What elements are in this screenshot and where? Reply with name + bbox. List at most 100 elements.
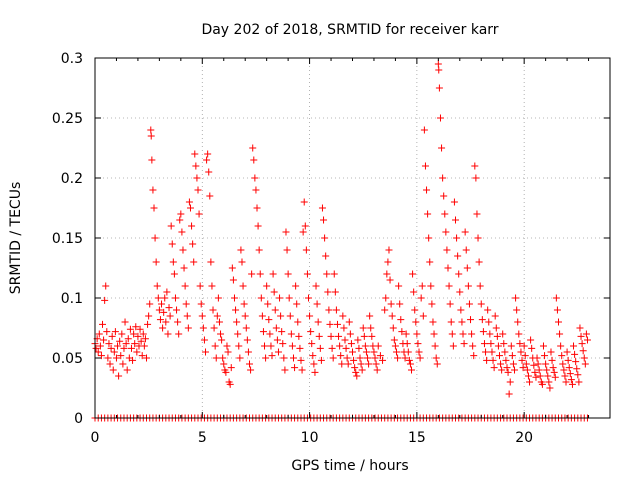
data-point [477, 300, 485, 308]
data-point [249, 144, 257, 152]
data-point [385, 246, 393, 254]
data-point [234, 330, 242, 338]
data-point [371, 354, 379, 362]
data-point [468, 330, 476, 338]
data-point [281, 366, 289, 374]
plot-frame [94, 57, 611, 419]
data-point [410, 288, 418, 296]
data-point [553, 306, 561, 314]
data-point [372, 360, 380, 368]
data-point [305, 294, 313, 302]
data-point [132, 323, 140, 331]
data-point [550, 368, 558, 376]
data-point [118, 330, 126, 338]
data-point [288, 342, 296, 350]
data-point [493, 332, 501, 340]
data-point [342, 344, 350, 352]
data-point [406, 360, 414, 368]
data-point [408, 366, 416, 374]
data-point [345, 318, 353, 326]
data-point [579, 347, 587, 355]
data-point [235, 342, 243, 350]
data-point [247, 366, 255, 374]
data-point [462, 246, 470, 254]
data-point [271, 306, 279, 314]
data-point [583, 336, 591, 344]
data-point [331, 288, 339, 296]
data-point [318, 204, 326, 212]
data-point [471, 162, 479, 170]
data-point [145, 312, 153, 320]
data-point [153, 282, 161, 290]
data-point [300, 198, 308, 206]
data-point [164, 330, 172, 338]
data-point [552, 294, 560, 302]
data-point [389, 324, 397, 332]
data-point [280, 354, 288, 362]
data-point [131, 340, 139, 348]
data-point [227, 364, 235, 372]
data-point [146, 300, 154, 308]
data-point [340, 324, 348, 332]
data-point [370, 348, 378, 356]
data-point [381, 306, 389, 314]
data-point [219, 354, 227, 362]
grid-lines [95, 58, 610, 418]
data-point [343, 354, 351, 362]
data-point [167, 222, 175, 230]
data-point [248, 270, 256, 278]
data-point [106, 360, 114, 368]
data-point [566, 370, 574, 378]
y-tick-label: 0.15 [52, 231, 83, 247]
data-point [261, 342, 269, 350]
data-point [492, 324, 500, 332]
data-point [143, 354, 150, 362]
data-point [174, 318, 182, 326]
data-point [126, 325, 134, 333]
data-point [229, 276, 237, 284]
data-point [160, 308, 168, 316]
data-point [92, 344, 100, 352]
data-point [523, 366, 531, 374]
data-point [119, 360, 127, 368]
data-point [458, 318, 466, 326]
data-point [442, 228, 450, 236]
data-point [514, 318, 522, 326]
data-point [398, 328, 406, 336]
data-point [534, 360, 542, 368]
data-point [103, 328, 111, 336]
data-point [279, 340, 287, 348]
y-tick-label: 0.25 [52, 111, 83, 127]
data-point [421, 162, 429, 170]
x-tick-label: 15 [408, 430, 426, 446]
data-point [158, 300, 166, 308]
data-point [432, 354, 440, 362]
data-point [533, 354, 541, 362]
data-point [356, 354, 364, 362]
data-point [416, 354, 424, 362]
data-point [351, 364, 359, 372]
data-point [354, 336, 362, 344]
data-point [210, 324, 218, 332]
data-point [488, 348, 496, 356]
data-point [521, 352, 529, 360]
data-point [282, 228, 290, 236]
data-point [213, 312, 221, 320]
data-point [258, 312, 266, 320]
data-point [192, 162, 200, 170]
data-point [578, 340, 586, 348]
data-point [168, 240, 176, 248]
data-point [171, 294, 179, 302]
data-point [97, 352, 105, 360]
data-point [296, 344, 304, 352]
data-point [241, 312, 249, 320]
data-point [480, 340, 488, 348]
data-point [543, 366, 551, 374]
data-point [527, 336, 535, 344]
data-point [230, 294, 238, 302]
data-point [358, 366, 366, 374]
data-point [336, 342, 344, 350]
data-point [530, 361, 538, 369]
data-point [445, 282, 453, 290]
